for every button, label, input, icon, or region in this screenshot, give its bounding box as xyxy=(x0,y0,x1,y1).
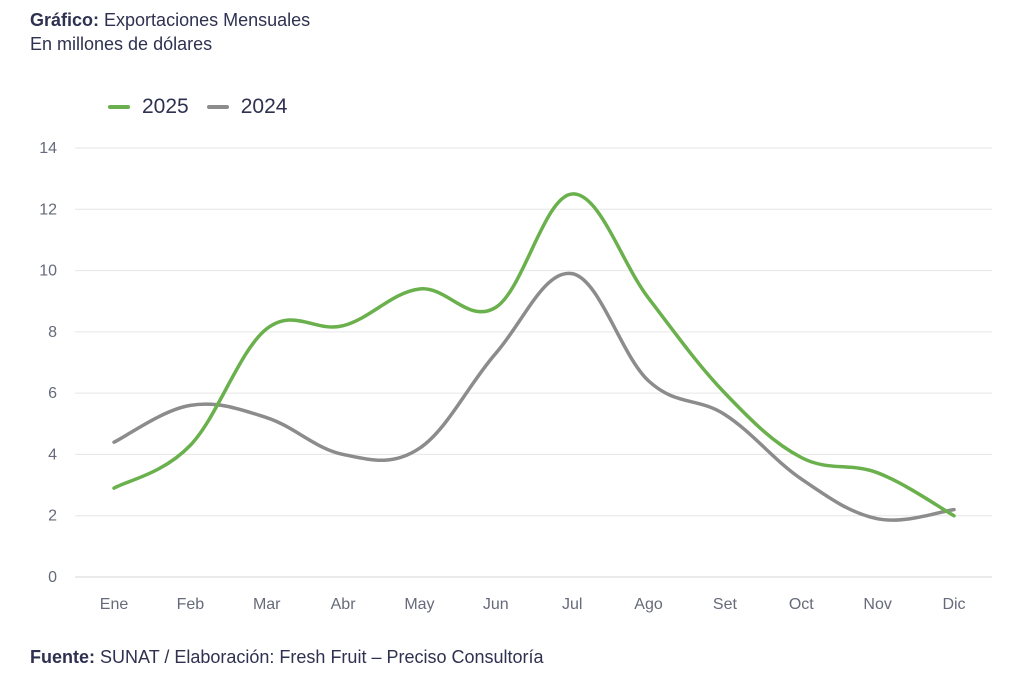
data-point-2024-Ene[interactable] xyxy=(109,437,119,447)
y-tick-label: 12 xyxy=(39,201,57,218)
x-tick-label: Jun xyxy=(483,596,509,613)
legend-item-2025[interactable]: 2025 xyxy=(108,95,189,119)
y-axis: 0 2 4 6 8 10 12 14 xyxy=(39,140,57,586)
data-point-2024-Feb[interactable] xyxy=(185,400,195,410)
chart-grid xyxy=(75,147,992,578)
x-tick-label: Set xyxy=(713,596,738,613)
data-point-2025-May[interactable] xyxy=(414,284,424,294)
chart-series xyxy=(109,189,959,524)
legend-label-2024: 2024 xyxy=(240,95,288,118)
x-tick-label: Jul xyxy=(562,596,582,613)
data-point-2024-Nov[interactable] xyxy=(873,514,883,524)
data-point-2025-Nov[interactable] xyxy=(873,468,883,478)
chart-source: Fuente: SUNAT / Elaboración: Fresh Fruit… xyxy=(30,645,544,669)
series-line-2024[interactable] xyxy=(112,271,956,522)
legend-swatch-2025 xyxy=(108,105,130,109)
data-point-2024-Oct[interactable] xyxy=(796,474,806,484)
y-tick-label: 8 xyxy=(48,324,57,341)
x-tick-label: Feb xyxy=(177,596,205,613)
chart-title: Exportaciones Mensuales xyxy=(104,10,311,30)
x-tick-label: May xyxy=(404,596,434,613)
chart-header: Gráfico: Exportaciones Mensuales En mill… xyxy=(30,8,310,56)
chart-title-prefix: Gráfico: xyxy=(30,10,100,30)
data-point-2025-Mar[interactable] xyxy=(262,324,272,334)
data-point-2025-Feb[interactable] xyxy=(185,440,195,450)
y-tick-label: 4 xyxy=(48,446,57,463)
y-tick-label: 10 xyxy=(39,263,57,280)
data-point-2024-Set[interactable] xyxy=(720,410,730,420)
data-point-2024-Ago[interactable] xyxy=(644,376,654,386)
chart-subtitle: En millones de dólares xyxy=(30,34,213,54)
x-tick-label: Dic xyxy=(942,596,965,613)
data-point-2024-May[interactable] xyxy=(414,443,424,453)
chart-legend: 2025 2024 xyxy=(108,95,287,119)
data-point-2025-Oct[interactable] xyxy=(796,452,806,462)
y-tick-label: 0 xyxy=(48,569,57,586)
x-tick-label: Abr xyxy=(331,596,357,613)
data-point-2024-Abr[interactable] xyxy=(338,449,348,459)
source-text: SUNAT / Elaboración: Fresh Fruit – Preci… xyxy=(100,647,544,667)
data-point-2024-Jun[interactable] xyxy=(491,348,501,358)
data-point-2025-Dic[interactable] xyxy=(949,511,959,521)
y-tick-label: 6 xyxy=(48,385,57,402)
data-point-2025-Abr[interactable] xyxy=(338,321,348,331)
x-tick-label: Oct xyxy=(789,596,814,613)
legend-item-2024[interactable]: 2024 xyxy=(206,95,288,119)
chart-title-line: Gráfico: Exportaciones Mensuales xyxy=(30,8,310,32)
data-point-2025-Set[interactable] xyxy=(720,388,730,398)
data-point-2025-Ago[interactable] xyxy=(644,293,654,303)
data-point-2025-Ene[interactable] xyxy=(109,483,119,493)
x-tick-label: Ago xyxy=(634,596,663,613)
x-tick-label: Mar xyxy=(253,596,281,613)
source-prefix: Fuente: xyxy=(30,647,95,667)
legend-swatch-2024 xyxy=(206,105,229,109)
data-point-2025-Jun[interactable] xyxy=(491,302,501,312)
series-line-2025[interactable] xyxy=(112,192,956,518)
data-point-2025-Jul[interactable] xyxy=(567,189,577,199)
data-point-2024-Mar[interactable] xyxy=(262,413,272,423)
x-axis: Ene Feb Mar Abr May Jun Jul Ago Set Oct Nov Dic xyxy=(100,596,966,613)
x-tick-label: Ene xyxy=(100,596,129,613)
y-tick-label: 14 xyxy=(39,140,57,157)
y-tick-label: 2 xyxy=(48,508,57,525)
data-point-2024-Jul[interactable] xyxy=(567,269,577,279)
legend-label-2025: 2025 xyxy=(142,95,189,118)
x-tick-label: Nov xyxy=(863,596,891,613)
